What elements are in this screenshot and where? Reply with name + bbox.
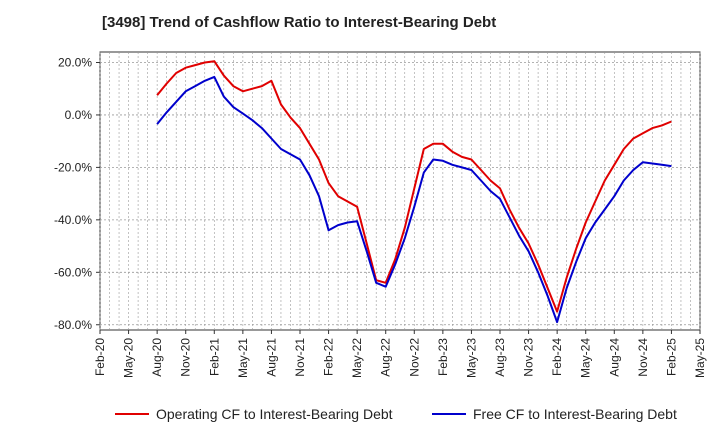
x-tick-label: Feb-25 — [664, 338, 678, 376]
x-tick-label: Aug-24 — [607, 338, 621, 377]
x-tick-label: Nov-23 — [522, 338, 536, 377]
plot-frame — [99, 51, 701, 331]
y-tick-label: 20.0% — [58, 55, 92, 69]
y-tick-label: -60.0% — [54, 265, 92, 279]
x-tick-label: Aug-22 — [379, 338, 393, 377]
x-tick-label: May-22 — [350, 338, 364, 378]
legend-label: Free CF to Interest-Bearing Debt — [473, 406, 677, 422]
chart-title: [3498] Trend of Cashflow Ratio to Intere… — [102, 14, 497, 31]
x-tick-label: Feb-24 — [550, 338, 564, 376]
y-tick-label: -20.0% — [54, 160, 92, 174]
x-tick-label: Feb-23 — [436, 338, 450, 376]
x-tick-label: Nov-24 — [636, 338, 650, 377]
operating-cf-series-line — [156, 60, 672, 313]
free-cf-series-line — [156, 75, 672, 324]
x-tick-label: Aug-21 — [264, 338, 278, 377]
x-tick-label: Nov-20 — [179, 338, 193, 377]
x-tick-label: May-20 — [122, 338, 136, 378]
x-tick-label: Feb-21 — [207, 338, 221, 376]
y-tick-label: -40.0% — [54, 213, 92, 227]
x-tick-label: Nov-21 — [293, 338, 307, 377]
y-tick-label: -80.0% — [54, 318, 92, 332]
x-tick-label: Aug-23 — [493, 338, 507, 377]
x-tick-label: Nov-22 — [407, 338, 421, 377]
x-tick-label: May-25 — [693, 338, 707, 378]
legend-label: Operating CF to Interest-Bearing Debt — [156, 406, 393, 422]
x-tick-label: Feb-20 — [93, 338, 107, 376]
x-tick-label: May-21 — [236, 338, 250, 378]
x-tick-label: Feb-22 — [322, 338, 336, 376]
x-tick-label: Aug-20 — [150, 338, 164, 377]
y-tick-label: 0.0% — [65, 108, 93, 122]
x-tick-label: May-24 — [579, 338, 593, 378]
x-tick-label: May-23 — [464, 338, 478, 378]
